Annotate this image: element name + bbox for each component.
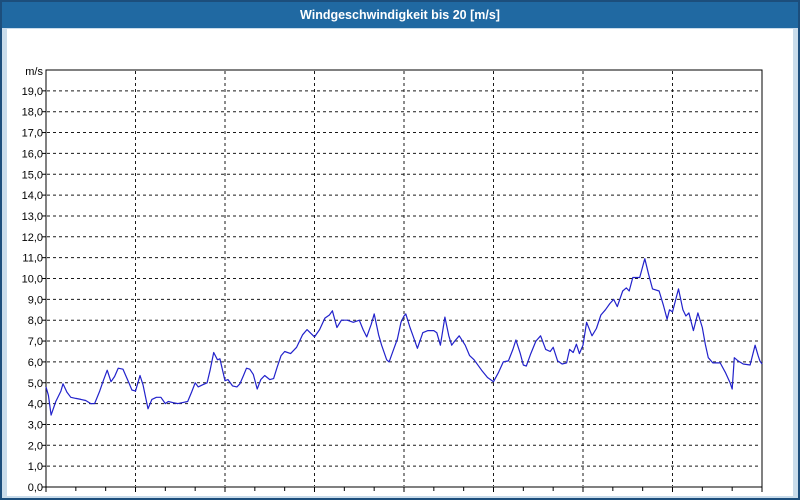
axis-ticks [42,90,763,492]
y-tick-label: 15,0 [22,169,43,181]
y-tick-label: 16,0 [22,148,43,160]
y-tick-label: 3,0 [28,419,43,431]
y-tick-label: 6,0 [28,357,43,369]
y-tick-label: 9,0 [28,294,43,306]
gridlines [47,71,761,486]
y-tick-label: 5,0 [28,378,43,390]
y-tick-label: 12,0 [22,232,43,244]
y-tick-label: 19,0 [22,86,43,98]
y-tick-label: 13,0 [22,211,43,223]
y-tick-label: 1,0 [28,461,43,473]
y-tick-label: 8,0 [28,315,43,327]
chart-panel: 0,0 1,0 2,0 3,0 4,0 5,0 6,0 7,0 8,0 9,0 10,0 11,0 12… [7,29,793,496]
y-tick-label: 14,0 [22,190,43,202]
y-tick-label: 18,0 [22,107,43,119]
y-tick-label: 10,0 [22,274,43,286]
wind-speed-line [45,258,763,416]
y-tick-label: 2,0 [28,440,43,452]
y-tick-label: 7,0 [28,336,43,348]
y-tick-label: 11,0 [22,253,43,265]
y-axis-labels: 0,0 1,0 2,0 3,0 4,0 5,0 6,0 7,0 8,0 9,0 10,0 11,0 12… [22,66,44,494]
window-title: Windgeschwindigkeit bis 20 [m/s] [300,8,500,22]
chart-svg: 0,0 1,0 2,0 3,0 4,0 5,0 6,0 7,0 8,0 9,0 10,0 11,0 12… [22,66,763,494]
y-tick-label: 0,0 [28,482,43,494]
window-title-bar: Windgeschwindigkeit bis 20 [m/s] [2,2,798,28]
y-axis-unit-label: m/s [25,66,43,78]
y-tick-label: 17,0 [22,128,43,140]
y-tick-label: 4,0 [28,399,43,411]
